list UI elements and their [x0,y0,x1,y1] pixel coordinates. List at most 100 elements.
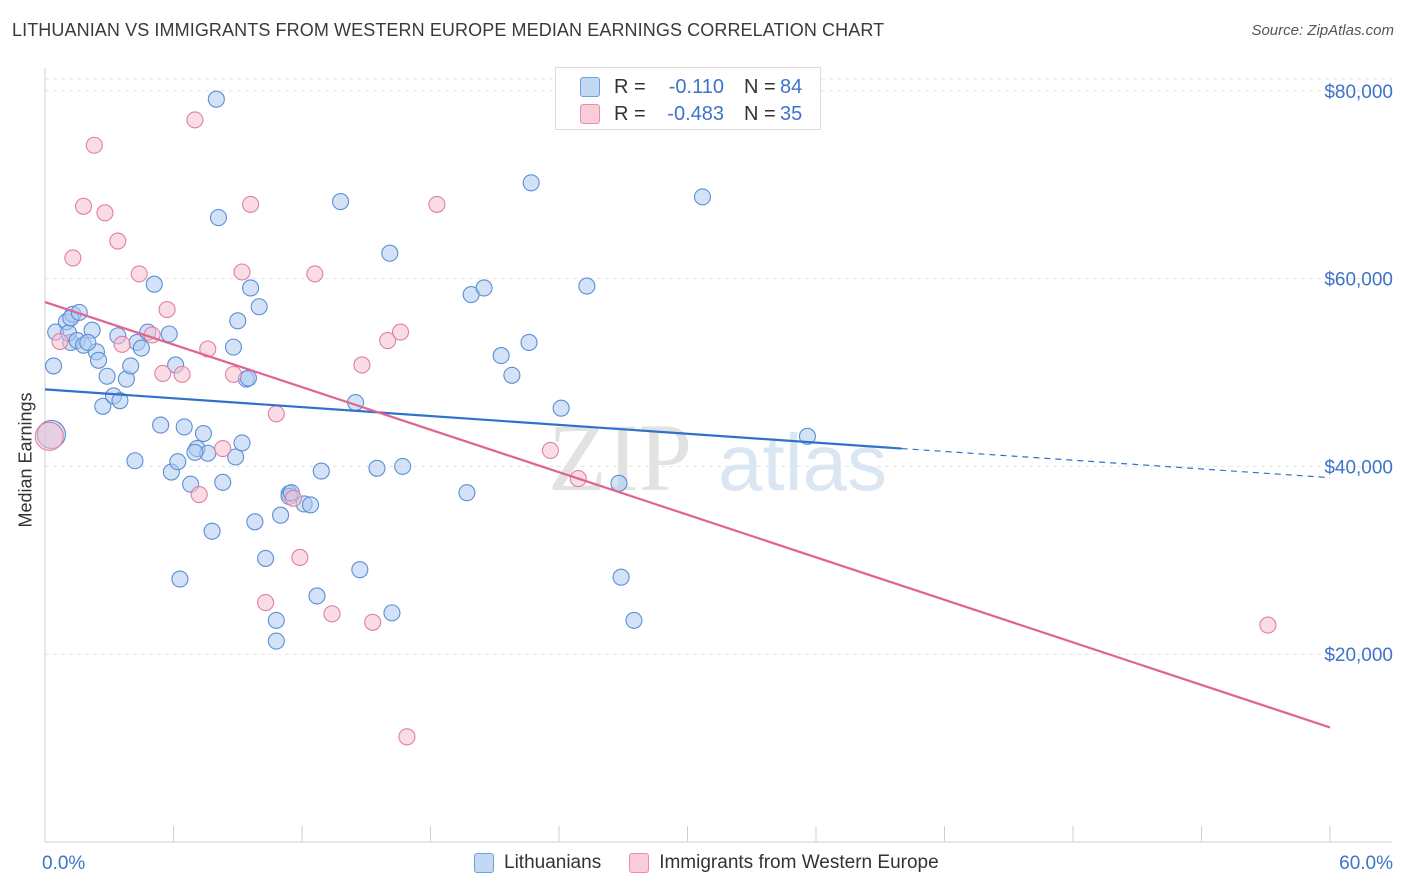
source-credit: Source: ZipAtlas.com [1251,22,1394,39]
chart-title: LITHUANIAN VS IMMIGRANTS FROM WESTERN EU… [12,20,885,40]
n-value: 84 [780,75,803,98]
immigrants-point [64,249,82,267]
lithuanians-point [242,279,260,297]
lithuanians-point [111,392,129,410]
legend-item-immigrants[interactable]: Immigrants from Western Europe [629,852,939,874]
watermark-zip: ZIP [548,404,692,511]
lithuanians-point [381,244,399,262]
legend-row-lithuanians: R = -0.110 N = 84 [580,73,802,101]
lithuanians-point [520,333,538,351]
lithuanians-point [79,333,97,351]
immigrants-point [109,232,127,250]
immigrants-point [85,136,103,154]
y-tick-label: $60,000 [1324,270,1393,291]
immigrants-point [541,441,559,459]
lithuanians-point [89,351,108,369]
y-tick-label: $80,000 [1324,82,1393,103]
lithuanians-point [171,570,189,588]
immigrants-point [364,613,382,631]
x-tick-label: 60.0% [1339,853,1393,874]
lithuanians-point [578,277,596,295]
immigrants-point [379,332,397,350]
legend-swatch-blue [474,853,494,873]
immigrants-point [186,111,204,129]
tick-labels: $20,000 $40,000 $60,000 $80,000 0.0% 60.0% [42,82,1393,874]
immigrants-point [154,364,172,382]
y-tick-label: $40,000 [1324,457,1393,478]
immigrants-point [284,489,302,507]
correlation-legend: R = -0.110 N = 84 R = -0.483 N = 35 [555,67,821,130]
immigrants-point [353,356,371,374]
immigrants-point [428,195,446,213]
y-tick-label: $20,000 [1324,645,1393,666]
legend-row-immigrants: R = -0.483 N = 35 [580,100,802,128]
r-value: -0.483 [667,102,724,125]
immigrants-point [130,265,148,283]
lithuanians-point [368,459,386,477]
immigrants-point [267,405,285,423]
lithuanians-point [209,208,228,227]
legend-swatch-pink [580,104,600,124]
lithuanians-point [214,473,232,491]
lithuanians-point [224,338,243,356]
immigrants-point [158,301,176,319]
lithuanians-point [132,339,150,357]
n-label: N = [744,102,776,125]
legend-swatch-pink [629,853,650,873]
legend-swatch-blue [580,77,600,97]
lithuanians-point [98,367,116,385]
lithuanians-points [36,90,816,650]
immigrants-point [214,439,232,458]
lithuanians-point [257,549,275,567]
x-tick-label: 0.0% [42,853,85,874]
lithuanians-point [169,453,187,471]
immigrants-point [190,486,208,504]
lithuanians-point [152,416,170,434]
n-value: 35 [780,102,803,125]
lithuanians-point [122,357,140,375]
r-label: R = [614,102,646,125]
watermark: ZIP atlas [548,404,887,511]
lithuanians-point [186,443,204,461]
series-legend: Lithuanians Immigrants from Western Euro… [474,852,967,874]
immigrants-point [51,332,69,351]
lithuanians-point [203,522,221,540]
lithuanians-point [522,174,540,192]
immigrants-point [306,265,324,283]
lithuanians-point [250,298,268,316]
immigrants-point [391,323,410,341]
immigrants-point [1259,616,1277,634]
lithuanians-point [625,611,643,629]
immigrants-trend-line [44,301,1331,729]
lithuanians-point [312,462,330,480]
lithuanians-point [194,424,213,443]
immigrants-point [323,605,341,623]
lithuanians-point [229,312,247,330]
immigrants-point [224,365,243,383]
immigrants-point [173,365,191,383]
lithuanians-point [145,275,163,293]
immigrants-point [34,421,64,451]
lithuanians-point [458,484,476,502]
legend-item-lithuanians[interactable]: Lithuanians [474,852,601,874]
lithuanians-point [331,193,350,211]
immigrants-point [113,335,131,353]
lithuanians-point [302,496,320,514]
lithuanians-point [267,632,285,650]
axes [44,68,1392,843]
legend-label-lithuanians: Lithuanians [504,852,602,873]
lithuanians-point [503,366,521,384]
n-label: N = [744,75,776,98]
immigrants-point [257,593,275,612]
lithuanians-point [612,568,630,586]
immigrants-point [233,263,251,281]
lithuanians-point [126,452,144,470]
immigrants-point [96,204,114,222]
trend-lines [44,301,1331,729]
lithuanians-point [272,506,290,524]
lithuanians-point [45,357,63,375]
lithuanians-point [610,474,628,492]
lithuanians-point [383,604,401,622]
lithuanians-point [693,188,712,206]
